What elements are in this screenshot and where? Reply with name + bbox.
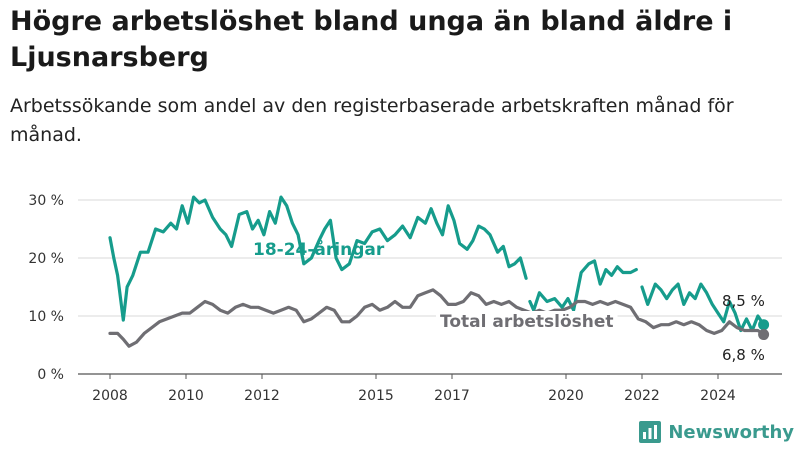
brand-name: Newsworthy (668, 421, 794, 443)
end-point-youth (758, 319, 770, 331)
x-tick-label: 2024 (700, 388, 736, 404)
x-tick-label: 2012 (244, 388, 280, 404)
y-tick-label: 0 % (37, 367, 64, 383)
chart-title: Högre arbetslöshet bland unga än bland ä… (10, 6, 733, 73)
series-line-youth (640, 282, 766, 333)
x-tick-label: 2015 (358, 388, 394, 404)
newsworthy-icon (639, 421, 662, 443)
y-tick-label: 30 % (28, 193, 64, 209)
label-background (436, 311, 618, 333)
x-tick-label: 2017 (434, 388, 470, 404)
brand-logo: Newsworthy (638, 420, 794, 444)
end-point-total (758, 329, 770, 341)
end-value-total: 6,8 % (722, 346, 765, 364)
series-label-total: Total arbetslöshet (440, 312, 614, 332)
x-tick-label: 2008 (92, 388, 128, 404)
series-line-youth (108, 195, 528, 322)
y-tick-label: 10 % (28, 309, 64, 325)
end-value-youth: 8,5 % (722, 292, 765, 310)
x-tick-label: 2020 (548, 388, 584, 404)
series-label-youth: 18-24-åringar (253, 238, 385, 260)
x-tick-label: 2010 (168, 388, 204, 404)
x-tick-label: 2022 (624, 388, 660, 404)
series-line-total (108, 288, 766, 348)
y-tick-label: 20 % (28, 251, 64, 267)
chart-subtitle: Arbetssökande som andel av den registerb… (10, 95, 734, 146)
series-line-youth (528, 259, 638, 312)
